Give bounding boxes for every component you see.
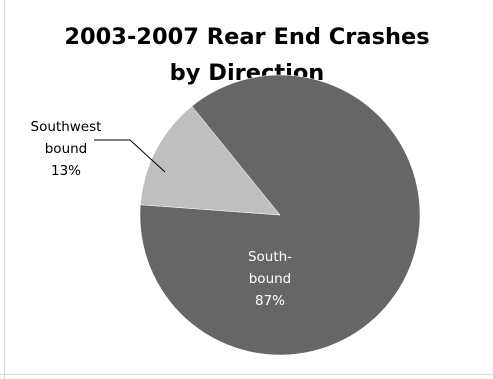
data-label-south-bound-line-2: bound	[249, 271, 292, 287]
chart-title-line-1: 2003-2007 Rear End Crashes	[64, 24, 429, 50]
data-label-southwest-line-1: Southwest	[31, 119, 102, 135]
pie-slice-southwest-bound	[140, 105, 281, 216]
leader-line-southwest	[94, 139, 166, 173]
data-label-southwest-value: 13%	[51, 163, 81, 179]
data-label-south-bound-value: 87%	[255, 293, 285, 309]
data-label-southwest-line-2: bound	[45, 141, 88, 157]
data-label-south-bound-line-1: South-	[248, 249, 292, 265]
